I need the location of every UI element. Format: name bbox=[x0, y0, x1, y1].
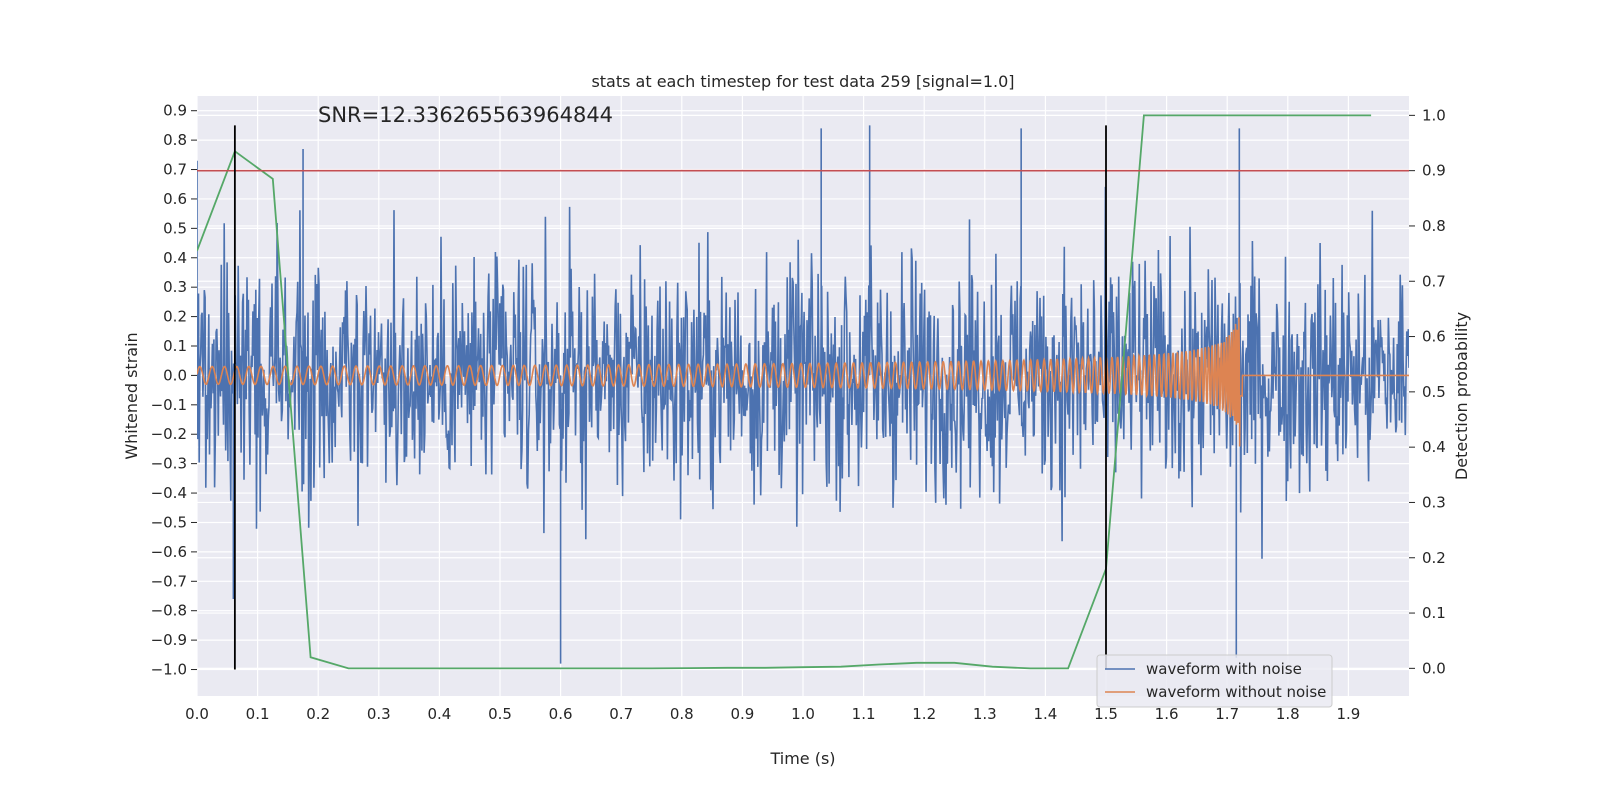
x-tick-label: 1.7 bbox=[1215, 705, 1239, 723]
y-right-tick-label: 0.7 bbox=[1422, 272, 1446, 290]
legend-label-noise: waveform with noise bbox=[1146, 660, 1302, 678]
x-tick-label: 1.5 bbox=[1094, 705, 1118, 723]
y-left-tick-label: −0.4 bbox=[151, 484, 187, 502]
x-axis-title: Time (s) bbox=[769, 749, 835, 768]
x-tick-label: 1.0 bbox=[791, 705, 815, 723]
y-left-tick-label: −0.1 bbox=[151, 396, 187, 414]
y-right-tick-label: 0.0 bbox=[1422, 659, 1446, 677]
y-left-tick-label: −0.6 bbox=[151, 543, 187, 561]
y-left-tick-label: 0.6 bbox=[163, 190, 187, 208]
x-tick-label: 0.7 bbox=[609, 705, 633, 723]
snr-annotation: SNR=12.336265563964844 bbox=[318, 103, 613, 127]
x-tick-label: 1.4 bbox=[1033, 705, 1057, 723]
y-left-tick-label: −0.7 bbox=[151, 572, 187, 590]
y-left-tick-label: 0.9 bbox=[163, 102, 187, 120]
y-left-tick-label: 0.8 bbox=[163, 131, 187, 149]
y-left-axis-title: Whitened strain bbox=[122, 332, 141, 459]
x-tick-label: 0.0 bbox=[185, 705, 209, 723]
series-waveform-with-noise bbox=[197, 186, 1409, 559]
y-right-tick-label: 0.5 bbox=[1422, 383, 1446, 401]
chart-title: stats at each timestep for test data 259… bbox=[591, 72, 1014, 91]
y-right-tick-label: 0.6 bbox=[1422, 328, 1446, 346]
x-tick-label: 0.1 bbox=[246, 705, 270, 723]
y-left-tick-label: −0.9 bbox=[151, 631, 187, 649]
y-right-tick-label: 1.0 bbox=[1422, 106, 1446, 124]
series-detection-probability bbox=[197, 114, 1372, 670]
x-tick-label: 1.1 bbox=[852, 705, 876, 723]
x-tick-label: 0.5 bbox=[488, 705, 512, 723]
y-right-tick-label: 0.2 bbox=[1422, 549, 1446, 567]
y-left-tick-label: 0.4 bbox=[163, 249, 187, 267]
y-left-tick-label: 0.2 bbox=[163, 308, 187, 326]
x-tick-label: 1.8 bbox=[1276, 705, 1300, 723]
y-left-tick-label: −0.3 bbox=[151, 455, 187, 473]
y-right-axis-title: Detection probability bbox=[1452, 312, 1471, 480]
y-left-tick-label: −0.5 bbox=[151, 513, 187, 531]
y-right-tick-label: 0.3 bbox=[1422, 493, 1446, 511]
series-waveform-without-noise bbox=[197, 317, 1409, 447]
x-tick-label: 1.9 bbox=[1336, 705, 1360, 723]
y-left-tick-label: 0.7 bbox=[163, 161, 187, 179]
x-tick-label: 0.8 bbox=[670, 705, 694, 723]
y-left-tick-label: 0.5 bbox=[163, 219, 187, 237]
y-right-tick-label: 0.8 bbox=[1422, 217, 1446, 235]
legend-label-clean: waveform without noise bbox=[1146, 683, 1326, 701]
x-tick-label: 1.2 bbox=[912, 705, 936, 723]
x-tick-label: 0.4 bbox=[427, 705, 451, 723]
x-tick-label: 1.6 bbox=[1155, 705, 1179, 723]
y-left-tick-label: −0.2 bbox=[151, 425, 187, 443]
y-right-tick-label: 0.1 bbox=[1422, 604, 1446, 622]
y-right-tick-label: 0.4 bbox=[1422, 438, 1446, 456]
x-tick-label: 0.3 bbox=[367, 705, 391, 723]
legend-box bbox=[1096, 654, 1333, 708]
x-tick-label: 0.6 bbox=[549, 705, 573, 723]
x-tick-label: 0.9 bbox=[730, 705, 754, 723]
x-tick-label: 0.2 bbox=[306, 705, 330, 723]
y-left-tick-label: 0.3 bbox=[163, 278, 187, 296]
y-left-tick-label: 0.0 bbox=[163, 366, 187, 384]
y-left-tick-label: −0.8 bbox=[151, 602, 187, 620]
y-left-tick-label: −1.0 bbox=[151, 661, 187, 679]
x-tick-label: 1.3 bbox=[973, 705, 997, 723]
y-left-tick-label: 0.1 bbox=[163, 337, 187, 355]
legend: waveform with noise waveform without noi… bbox=[1096, 654, 1333, 708]
y-right-tick-label: 0.9 bbox=[1422, 162, 1446, 180]
